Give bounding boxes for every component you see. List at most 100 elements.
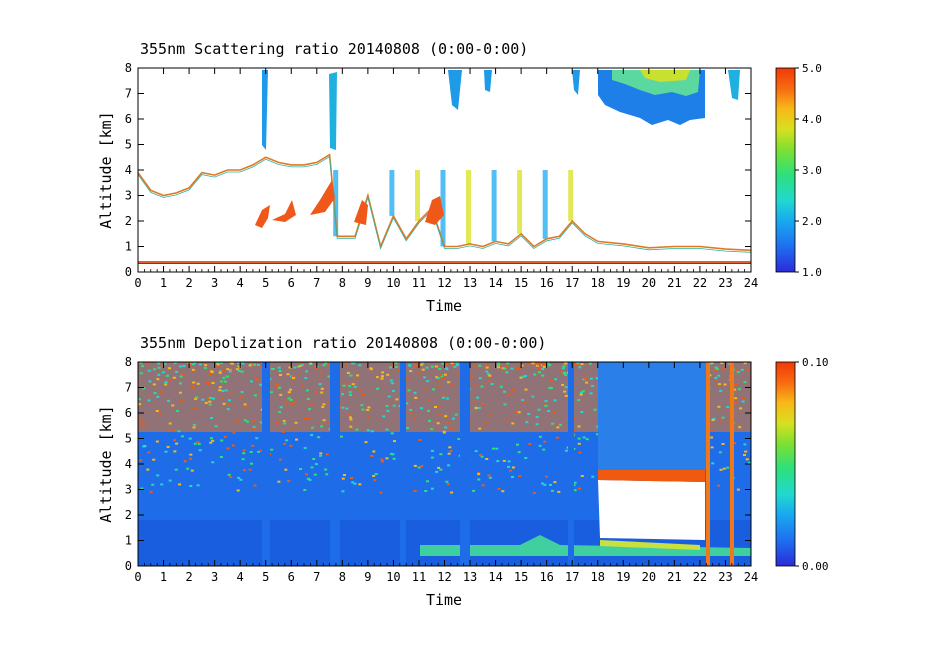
depol-speckle <box>223 435 227 438</box>
depol-speckle <box>208 373 212 376</box>
depol-speckle <box>168 379 172 382</box>
depol-speckle <box>547 410 551 412</box>
depol-speckle <box>387 395 391 398</box>
convective-column <box>466 170 471 244</box>
low-depol-region <box>598 362 706 470</box>
depol-speckle <box>348 385 352 388</box>
depol-speckle <box>504 365 508 368</box>
depol-speckle <box>733 388 737 391</box>
depol-speckle <box>717 383 721 386</box>
depol-speckle <box>345 363 349 365</box>
depol-speckle <box>507 465 511 468</box>
depol-speckle <box>319 372 323 375</box>
depol-speckle <box>360 404 364 407</box>
depol-speckle <box>380 458 384 461</box>
depol-speckle <box>441 396 445 399</box>
depol-speckle <box>164 383 168 386</box>
depol-speckle <box>445 397 449 400</box>
depol-speckle <box>256 379 260 381</box>
depol-speckle <box>563 390 567 393</box>
depol-speckle <box>278 411 282 414</box>
depol-speckle <box>196 441 200 444</box>
x-tick-label: 8 <box>339 570 346 584</box>
depol-speckle <box>582 436 586 439</box>
depol-speckle <box>140 487 144 490</box>
depol-speckle <box>341 393 344 396</box>
depol-speckle <box>151 483 155 486</box>
depol-speckle <box>545 475 548 478</box>
depol-speckle <box>578 366 582 369</box>
depol-speckle <box>313 365 316 368</box>
depol-speckle <box>195 396 199 399</box>
depol-speckle <box>349 425 353 428</box>
depol-speckle <box>421 362 425 365</box>
depol-speckle <box>240 391 244 393</box>
depol-speckle <box>551 422 555 425</box>
depol-speckle <box>314 390 318 393</box>
x-tick-label: 4 <box>237 276 244 290</box>
depol-speckle <box>147 369 151 372</box>
x-tick-label: 22 <box>693 276 707 290</box>
convective-column <box>389 170 395 216</box>
depol-speckle <box>563 362 567 365</box>
x-tick-label: 12 <box>437 570 451 584</box>
depol-speckle <box>285 439 289 442</box>
depol-speckle <box>713 369 717 372</box>
depol-speckle <box>444 415 448 418</box>
depol-speckle <box>142 424 146 427</box>
depol-speckle <box>236 489 240 492</box>
depol-speckle <box>555 436 559 439</box>
depol-speckle <box>157 373 161 376</box>
depol-speckle <box>271 368 275 370</box>
depol-speckle <box>426 480 429 483</box>
depol-speckle <box>559 423 562 426</box>
cloud-top-edge <box>598 468 705 482</box>
depol-speckle <box>487 474 491 477</box>
depol-speckle <box>366 429 370 432</box>
depol-speckle <box>521 399 525 401</box>
depol-speckle <box>237 365 240 367</box>
depol-speckle <box>209 437 213 440</box>
depol-speckle <box>580 391 583 394</box>
depol-speckle <box>518 475 522 478</box>
depol-speckle <box>579 393 583 396</box>
depol-speckle <box>226 368 230 371</box>
depol-speckle <box>353 380 357 383</box>
depol-speckle <box>726 406 730 408</box>
depol-speckle <box>721 443 725 445</box>
depol-speckle <box>580 363 584 366</box>
depol-speckle <box>501 490 505 493</box>
depol-speckle <box>740 368 744 371</box>
depol-speckle <box>364 441 368 444</box>
depol-speckle <box>310 466 314 469</box>
depol-speckle <box>495 447 499 450</box>
depol-speckle <box>173 450 177 453</box>
depol-speckle <box>208 400 212 403</box>
depol-speckle <box>405 402 409 405</box>
depol-speckle <box>277 480 281 483</box>
x-tick-label: 11 <box>412 570 426 584</box>
depol-speckle <box>497 366 501 369</box>
depol-speckle <box>514 366 518 369</box>
depol-speckle <box>156 474 160 477</box>
convective-column <box>542 170 548 239</box>
depol-speckle <box>142 445 146 448</box>
depol-speckle <box>385 457 389 460</box>
depol-speckle <box>585 381 589 384</box>
depol-speckle <box>282 419 286 422</box>
depol-speckle <box>517 451 521 454</box>
depol-speckle <box>447 452 451 455</box>
depol-speckle <box>228 370 232 373</box>
x-tick-label: 13 <box>463 276 477 290</box>
depol-speckle <box>237 476 241 479</box>
depol-speckle <box>438 367 442 370</box>
depol-speckle <box>248 364 252 367</box>
depol-speckle <box>242 452 246 455</box>
depol-speckle <box>221 396 225 399</box>
depol-speckle <box>581 390 585 393</box>
depol-speckle <box>507 460 511 463</box>
depol-speckle <box>139 372 143 375</box>
depol-speckle <box>526 362 530 365</box>
depol-speckle <box>405 377 409 380</box>
depol-speckle <box>219 456 223 458</box>
